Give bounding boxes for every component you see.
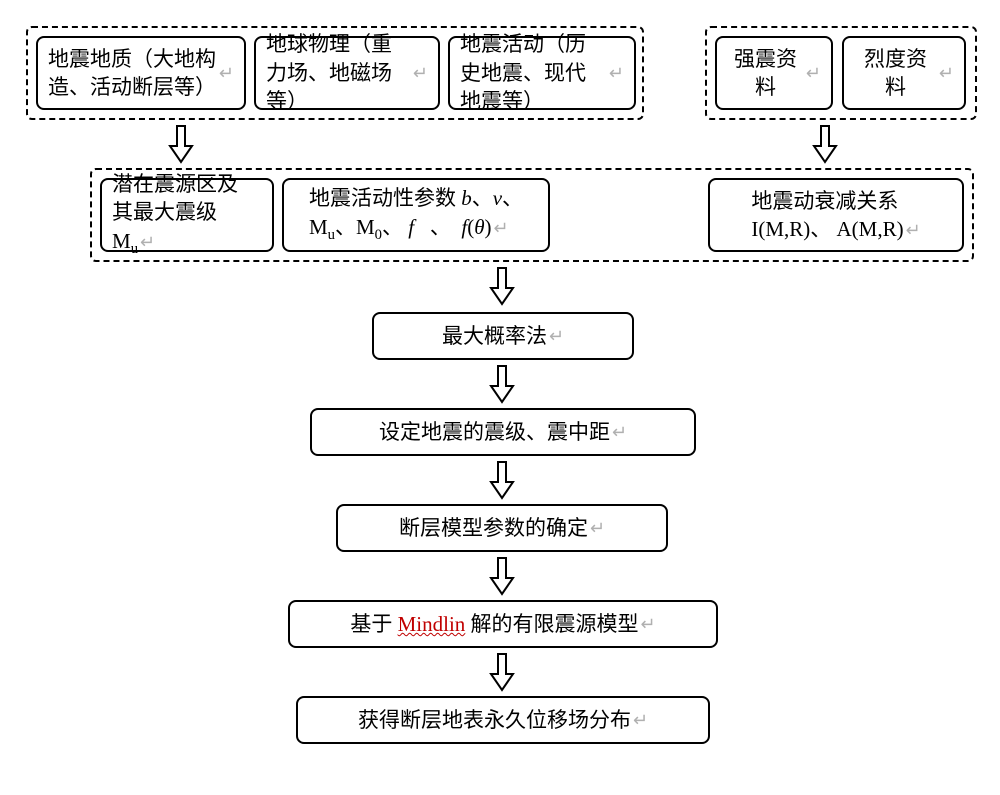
box-label: 地球物理（重力场、地磁场等）: [266, 30, 411, 115]
cj-mark: ↵: [590, 516, 605, 540]
box-label: 获得断层地表永久位移场分布: [358, 706, 631, 734]
cj-mark: ↵: [612, 420, 627, 444]
box-step-result: 获得断层地表永久位移场分布↵: [296, 696, 710, 744]
arrow-down-icon: [489, 364, 513, 394]
cj-mark: ↵: [906, 220, 921, 240]
box-strong-motion: 强震资料↵: [715, 36, 833, 110]
box-step-max-prob: 最大概率法↵: [372, 312, 634, 360]
box-label: 潜在震源区及 其最大震级 Mu↵: [112, 170, 262, 260]
cj-mark: ↵: [609, 61, 624, 85]
box-seismic-geology: 地震地质（大地构造、活动断层等）↵: [36, 36, 246, 110]
cj-mark: ↵: [140, 232, 155, 252]
box-activity-params: 地震活动性参数 b、v、 Mu、M0、 f 、 f(θ)↵: [282, 178, 550, 252]
arrow-down-icon: [489, 266, 513, 296]
cj-mark: ↵: [641, 612, 656, 636]
box-label: 地震活动性参数 b、v、 Mu、M0、 f 、 f(θ)↵: [309, 184, 523, 245]
box-label: 基于 Mindlin 解的有限震源模型: [350, 610, 638, 638]
box-label: 烈度资料: [854, 45, 937, 102]
arrow-down-icon: [489, 460, 513, 490]
cj-mark: ↵: [549, 324, 564, 348]
box-label: 地震地质（大地构造、活动断层等）: [48, 45, 217, 102]
box-label: 断层模型参数的确定: [399, 514, 588, 542]
box-source-zone: 潜在震源区及 其最大震级 Mu↵: [100, 178, 274, 252]
arrow-down-icon: [489, 556, 513, 586]
box-label: 地震动衰减关系 I(M,R)、 A(M,R)↵: [751, 187, 920, 244]
cj-mark: ↵: [494, 218, 509, 238]
box-label: 设定地震的震级、震中距: [379, 418, 610, 446]
flowchart-canvas: 地震地质（大地构造、活动断层等）↵ 地球物理（重力场、地磁场等）↵ 地震活动（历…: [20, 20, 980, 775]
cj-mark: ↵: [219, 61, 234, 85]
arrow-down-icon: [489, 652, 513, 682]
arrow-down-icon: [168, 124, 192, 154]
box-geophysics: 地球物理（重力场、地磁场等）↵: [254, 36, 440, 110]
box-seismic-activity: 地震活动（历史地震、现代地震等）↵: [448, 36, 636, 110]
box-attenuation: 地震动衰减关系 I(M,R)、 A(M,R)↵: [708, 178, 964, 252]
box-step-mindlin: 基于 Mindlin 解的有限震源模型 ↵: [288, 600, 718, 648]
box-step-fault-params: 断层模型参数的确定↵: [336, 504, 668, 552]
cj-mark: ↵: [939, 61, 954, 85]
arrow-down-icon: [812, 124, 836, 154]
box-intensity: 烈度资料↵: [842, 36, 966, 110]
box-label: 地震活动（历史地震、现代地震等）: [460, 30, 607, 115]
box-step-set-mag: 设定地震的震级、震中距↵: [310, 408, 696, 456]
box-label: 最大概率法: [442, 322, 547, 350]
box-label: 强震资料: [727, 45, 804, 102]
mindlin-word: Mindlin: [398, 612, 466, 636]
cj-mark: ↵: [413, 61, 428, 85]
cj-mark: ↵: [633, 708, 648, 732]
cj-mark: ↵: [806, 61, 821, 85]
